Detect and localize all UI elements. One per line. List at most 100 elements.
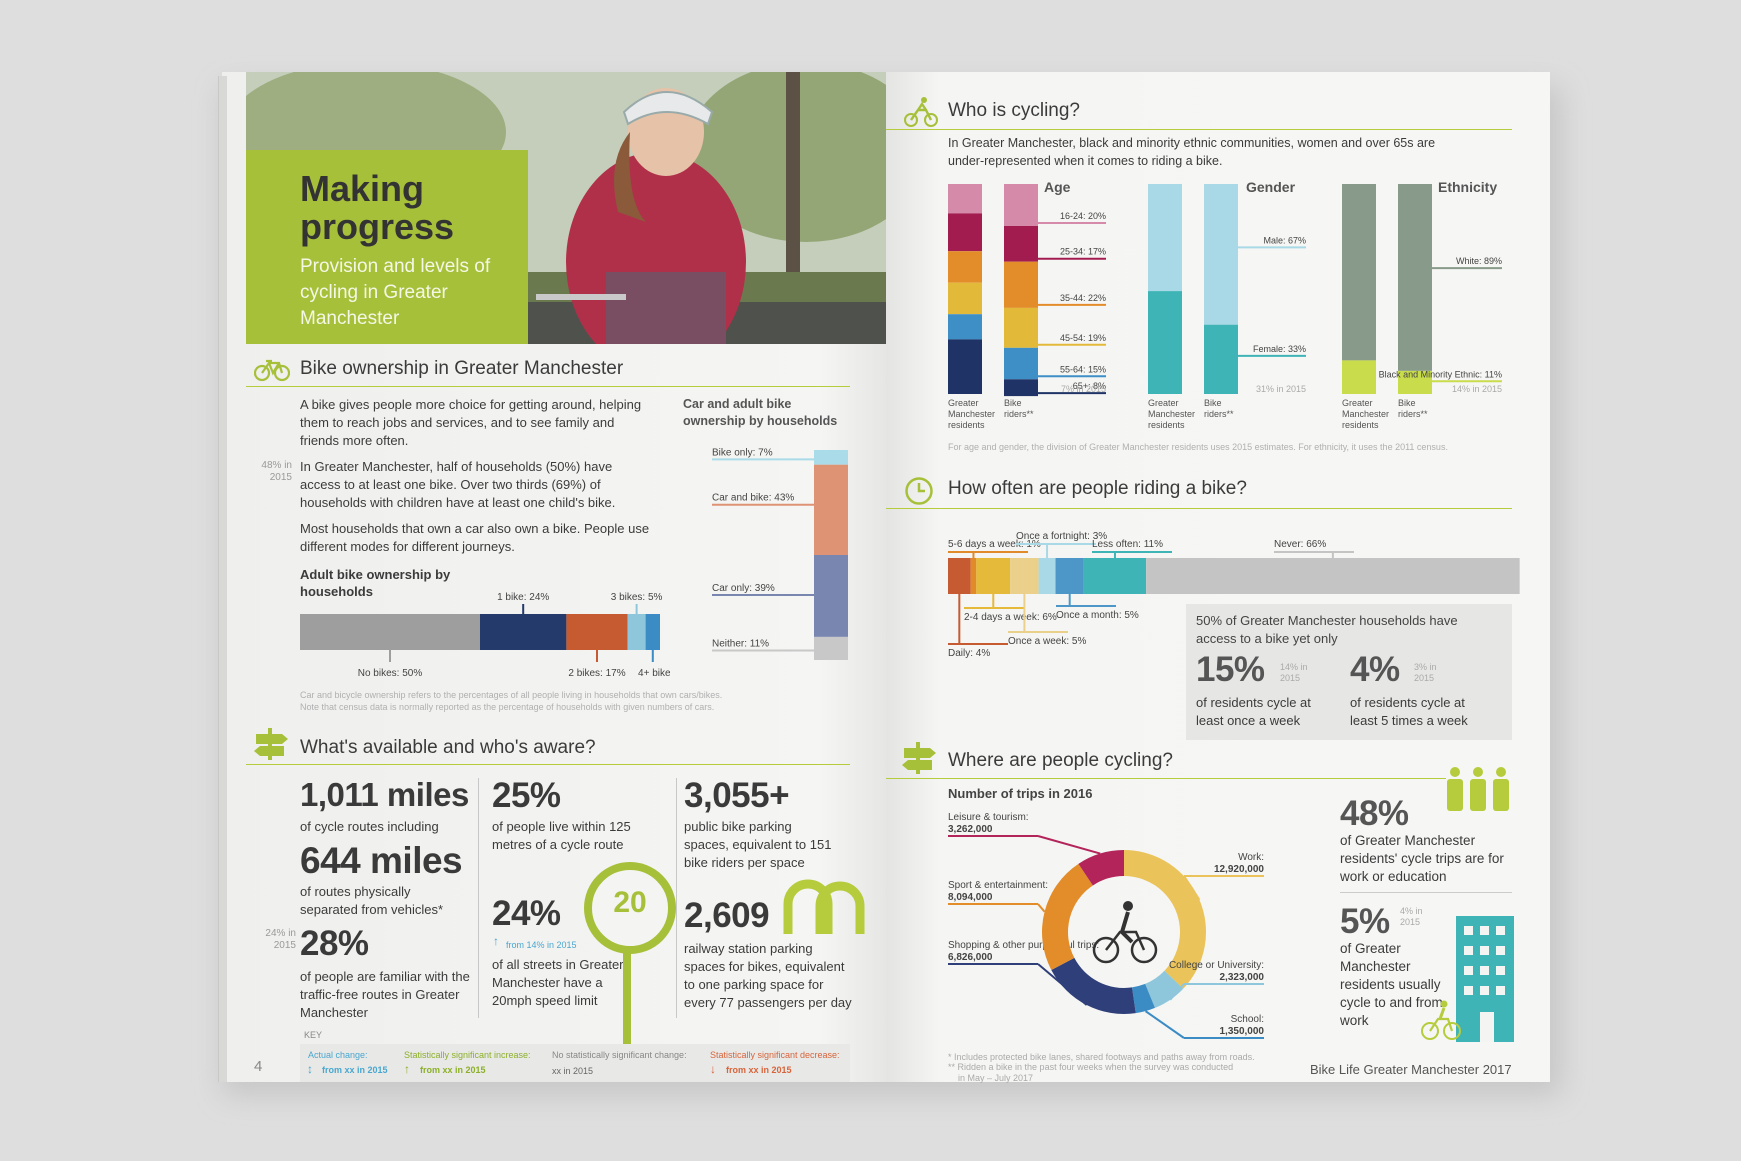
where-stat-education-text: of Greater Manchester residents' cycle t… — [1340, 833, 1504, 884]
bar-age-greater-manchester-residents-25-34 — [948, 213, 982, 252]
column-label-age-residents-2: residents — [948, 420, 985, 430]
ownership-paragraph-1: A bike gives people more choice for gett… — [300, 397, 642, 448]
bar-gender-greater-manchester-residents-male — [1148, 184, 1182, 292]
key-nochange-value: xx in 2015 — [552, 1066, 594, 1076]
bar-age-greater-manchester-residents-35-44 — [948, 251, 982, 283]
label-name-work: Work: — [1238, 852, 1264, 863]
bar-ethnicity-greater-manchester-residents-white — [1342, 184, 1376, 361]
label-name-college-or-university: College or University: — [1169, 960, 1264, 971]
label-value-shopping-other-purposeful-trips: 6,826,000 — [948, 952, 993, 963]
bar-age-bike-riders-25-34 — [1004, 226, 1038, 262]
bar-2-bikes — [566, 614, 628, 650]
stat-familiar-number: 28% — [300, 924, 369, 963]
car-ownership-title: Car and adult bike ownership by househol… — [683, 397, 838, 428]
signpost-icon — [252, 728, 290, 765]
cyclist-icon — [904, 96, 938, 133]
bar-bike-only — [814, 450, 848, 465]
key-box — [300, 1044, 850, 1082]
bar-age-greater-manchester-residents-65 — [948, 339, 982, 394]
right-footnote-2: ** Ridden a bike in the past four weeks … — [948, 1062, 1234, 1072]
label-name-shopping-other-purposeful-trips: Shopping & other purposeful trips: — [948, 940, 1099, 951]
label-2-4-days-a-week: 2-4 days a week: 6% — [964, 612, 1057, 623]
adult-ownership-chart: No bikes: 50% 1 bike: 24% 2 bikes: 17% 3 bi… — [300, 592, 670, 679]
label-age-25-34: 25-34: 17% — [1060, 247, 1106, 257]
stat-separated-text: of routes physically separated from vehi… — [300, 884, 444, 917]
slice-leisure-tourism — [1078, 850, 1124, 886]
often-stat-weekly-text: of residents cycle at least once a week — [1196, 695, 1311, 728]
label-age-16-24: 16-24: 20% — [1060, 211, 1106, 221]
hero-subtitle: Provision and levels of cycling in Great… — [300, 256, 491, 329]
right-footnote-3: in May – July 2017 — [958, 1073, 1034, 1083]
often-stat-weekly: 15% — [1196, 650, 1265, 689]
bar-neither — [814, 636, 848, 660]
bar-age-bike-riders-45-54 — [1004, 307, 1038, 348]
right-footnote-1: * Includes protected bike lanes, shared … — [948, 1052, 1255, 1062]
where-divider — [1340, 892, 1512, 893]
often-box — [1186, 604, 1512, 740]
label-neither: Neither: 11% — [712, 638, 769, 649]
leader-work — [1183, 875, 1201, 901]
slice-college-or-university — [1145, 970, 1184, 1008]
note-ethnicity: 14% in 2015 — [1452, 384, 1502, 394]
label-value-work: 12,920,000 — [1214, 864, 1264, 875]
bar-once-a-week — [1010, 558, 1039, 594]
bar-gender-bike-riders-female — [1204, 324, 1238, 394]
who-rule — [886, 129, 1512, 130]
ownership-paragraph-3: Most households that own a car also own … — [300, 521, 650, 554]
donut-cyclist-part-2 — [1105, 930, 1146, 951]
column-label-gender-residents-1: Manchester — [1148, 409, 1195, 419]
column-label-gender-residents-2: residents — [1148, 420, 1185, 430]
label-value-school: 1,350,000 — [1220, 1026, 1265, 1037]
ownership-heading: Bike ownership in Greater Manchester — [300, 358, 624, 379]
bar-never — [1146, 558, 1520, 594]
clock-icon — [904, 476, 934, 511]
speed-sign-pole — [623, 940, 631, 1048]
stat-parking-text: public bike parking spaces, equivalent t… — [684, 819, 832, 870]
bar-5-6-days-a-week — [970, 558, 977, 594]
note-gender: 31% in 2015 — [1256, 384, 1306, 394]
chart-title-age: Age — [1044, 179, 1071, 195]
bar-ethnicity-greater-manchester-residents-black-and-minority-ethnic — [1342, 360, 1376, 394]
adult-ownership-title: Adult bike ownership by households — [300, 567, 451, 599]
bar-age-greater-manchester-residents-45-54 — [948, 282, 982, 315]
ownership-rule — [246, 386, 850, 387]
often-stat-five-times-note: 3% in 2015 — [1414, 662, 1437, 683]
slice-work — [1124, 850, 1206, 989]
stat-live-near-text: of people live within 125 metres of a cy… — [492, 819, 631, 852]
stat-20mph-note: from 14% in 2015 — [506, 940, 577, 950]
label-car-only: Car only: 39% — [712, 583, 775, 594]
where-heading: Where are people cycling? — [948, 750, 1173, 771]
trips-donut-chart: Work:12,920,000 College or University:2,3… — [948, 812, 1265, 1039]
brand-footer: Bike Life Greater Manchester 2017 — [1310, 1062, 1512, 1077]
label-name-sport-entertainment: Sport & entertainment: — [948, 880, 1048, 891]
bar-age-greater-manchester-residents-55-64 — [948, 314, 982, 340]
label-5-6-days-a-week: 5-6 days a week: 1% — [948, 539, 1041, 550]
note-age: 7% in 2015 — [1061, 384, 1106, 394]
bar-age-greater-manchester-residents-16-24 — [948, 184, 982, 214]
chart-title-gender: Gender — [1246, 179, 1296, 195]
slice-school — [1132, 983, 1155, 1014]
often-chart: Daily: 4% 5-6 days a week: 1% 2-4 days a w… — [948, 531, 1520, 659]
label-age-65: 65+: 8% — [1073, 381, 1106, 391]
leader-school — [1144, 1010, 1185, 1039]
label-3-bikes: 3 bikes: 5% — [611, 592, 663, 603]
stat-familiar-note: 24% in 2015 — [265, 928, 296, 951]
label-value-leisure-tourism: 3,262,000 — [948, 824, 993, 835]
ownership-note-2015: 48% in 2015 — [261, 460, 292, 483]
label-name-school: School: — [1231, 1014, 1264, 1025]
key-decrease-value: from xx in 2015 — [726, 1065, 792, 1075]
bar-car-only — [814, 555, 848, 637]
who-heading: Who is cycling? — [948, 100, 1080, 121]
left-page-edge — [218, 76, 227, 1082]
key-increase-arrow-icon: ↑ — [404, 1062, 410, 1076]
bike-stand-icon — [782, 874, 866, 941]
stat-20mph-number: 24% — [492, 894, 561, 933]
label-gender-female: Female: 33% — [1253, 344, 1306, 354]
key-actual-label: Actual change: — [308, 1050, 368, 1060]
donut-cyclist-icon — [1092, 901, 1158, 964]
key-decrease-arrow-icon: ↓ — [710, 1062, 716, 1076]
slice-sport-entertainment — [1042, 863, 1093, 970]
speed-sign-circle — [584, 862, 676, 954]
bar-age-bike-riders-55-64 — [1004, 347, 1038, 380]
bar-car-and-bike — [814, 464, 848, 555]
